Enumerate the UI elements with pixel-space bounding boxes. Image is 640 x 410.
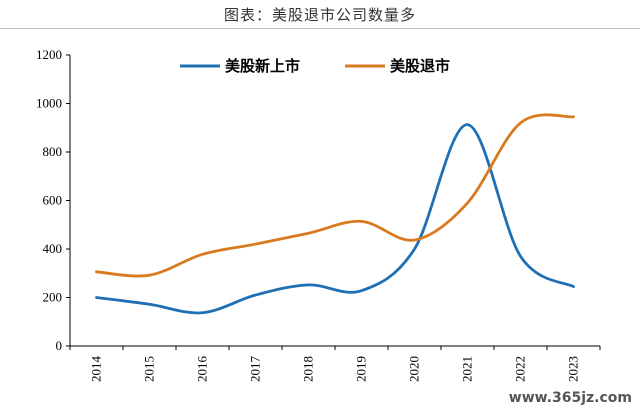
y-tick-label: 600 <box>43 193 63 208</box>
watermark: www.365jz.com <box>508 390 632 406</box>
y-tick-label: 200 <box>43 290 63 305</box>
legend-label-0: 美股新上市 <box>225 57 300 75</box>
chart-title: 图表：美股退市公司数量多 <box>223 6 416 24</box>
title-divider <box>0 28 640 29</box>
x-tick-label: 2021 <box>460 356 475 382</box>
x-tick-label: 2014 <box>89 356 104 383</box>
y-tick-label: 400 <box>43 241 63 256</box>
legend-label-1: 美股退市 <box>390 57 450 75</box>
y-tick-label: 1200 <box>36 47 62 62</box>
x-tick-label: 2016 <box>195 356 210 383</box>
series-lines <box>95 113 575 315</box>
x-tick-label: 2018 <box>301 356 316 382</box>
axes: 0 200 400 600 800 1000 1200 2014 2015 2016 2017 201… <box>36 47 601 383</box>
series-line-0 <box>95 123 575 315</box>
y-tick-label: 1000 <box>36 96 62 111</box>
series-line-1 <box>95 113 575 278</box>
x-tick-label: 2019 <box>354 356 369 382</box>
legend: 美股新上市 美股退市 <box>180 57 450 75</box>
x-tick-label: 2020 <box>407 356 422 382</box>
x-tick-label: 2017 <box>248 356 263 383</box>
x-tick-label: 2015 <box>142 356 157 382</box>
y-tick-label: 0 <box>56 338 63 353</box>
y-tick-label: 800 <box>43 144 63 159</box>
x-tick-label: 2023 <box>566 356 581 382</box>
x-tick-label: 2022 <box>513 356 528 382</box>
